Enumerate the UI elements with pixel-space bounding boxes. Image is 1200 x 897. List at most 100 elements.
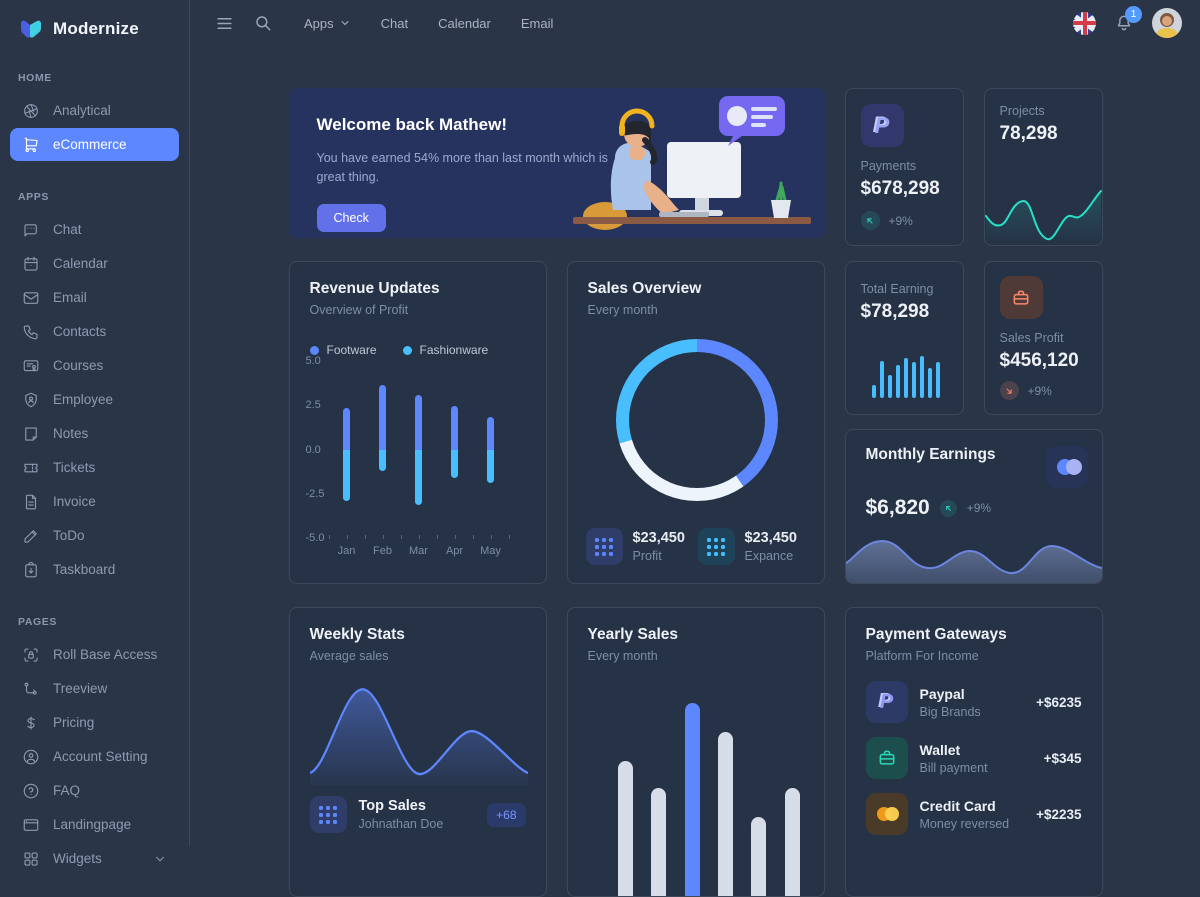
shield-user-icon — [22, 391, 40, 409]
total-earning-sparkline — [871, 354, 940, 398]
sidebar-item-ecommerce[interactable]: eCommerce — [10, 128, 179, 161]
chat-icon — [22, 221, 40, 239]
sidebar-item-analytical[interactable]: Analytical — [10, 94, 179, 127]
sidebar-item-calendar[interactable]: Calendar — [10, 247, 179, 280]
x-axis-tick — [364, 535, 366, 539]
payment-gateways-subtitle: Platform For Income — [865, 649, 979, 663]
topbar-link-chat[interactable]: Chat — [371, 10, 418, 37]
revenue-bar-footware — [379, 384, 386, 450]
sales-profit-label: Sales Profit — [999, 331, 1064, 345]
trend-up-icon — [939, 499, 957, 517]
gateway-name: Wallet — [919, 741, 961, 758]
grid-dots-icon — [697, 528, 735, 565]
sidebar-item-label: Analytical — [53, 103, 111, 118]
monthly-earnings-title: Monthly Earnings — [865, 446, 996, 463]
sidebar-item-label: Treeview — [53, 681, 108, 696]
yearly-sales-bar — [650, 787, 666, 896]
sparkline-bar — [871, 385, 876, 398]
top-mini-cards: P Payments $678,298 +9% Projects 78,298 — [844, 88, 1103, 246]
x-axis-tick — [346, 535, 348, 539]
legend-dot-icon — [309, 345, 319, 355]
gateway-amount: +$345 — [1043, 750, 1082, 766]
main-content: Welcome back Mathew! You have earned 54%… — [191, 46, 1200, 897]
branch-icon — [22, 680, 40, 698]
revenue-bar-footware — [343, 407, 350, 450]
sidebar-item-label: Courses — [53, 358, 104, 373]
sidebar-item-tickets[interactable]: Tickets — [10, 451, 179, 484]
sales-stat-profit: $23,450 Profit — [585, 528, 698, 565]
yearly-sales-chart — [568, 608, 824, 896]
revenue-title: Revenue Updates — [309, 280, 440, 297]
y-axis-tick-label: 5.0 — [305, 355, 321, 367]
menu-icon[interactable] — [209, 8, 240, 39]
sidebar-item-faq[interactable]: FAQ — [10, 774, 179, 807]
sidebar-item-label: Roll Base Access — [53, 647, 158, 662]
sidebar-item-roll-base-access[interactable]: Roll Base Access — [10, 638, 179, 671]
user-avatar[interactable] — [1152, 8, 1182, 38]
file-icon — [22, 493, 40, 511]
sidebar-item-label: Email — [53, 290, 87, 305]
x-axis-tick-label: Jan — [337, 545, 356, 557]
sidebar-item-email[interactable]: Email — [10, 281, 179, 314]
topbar-link-apps[interactable]: Apps — [294, 10, 361, 37]
x-axis-tick — [472, 535, 474, 539]
credit-card-icon — [865, 793, 908, 835]
sidebar-item-taskboard[interactable]: Taskboard — [10, 553, 179, 586]
yearly-sales-bar — [617, 760, 633, 896]
payment-gateways-card: Payment Gateways Platform For Income P Pa… — [844, 607, 1103, 897]
y-axis-tick-label: -5.0 — [305, 532, 325, 544]
sidebar-item-notes[interactable]: Notes — [10, 417, 179, 450]
sparkline-bar — [911, 362, 916, 398]
sidebar-item-account-setting[interactable]: Account Setting — [10, 740, 179, 773]
grid-dots-icon — [309, 796, 347, 833]
sales-stat-label: Expance — [744, 549, 794, 563]
note-icon — [22, 425, 40, 443]
search-icon[interactable] — [248, 8, 278, 38]
gateway-desc: Money reversed — [919, 816, 1010, 831]
total-earning-label: Total Earning — [860, 282, 934, 296]
legend-item-footware: Footware — [309, 343, 377, 357]
phone-icon — [22, 323, 40, 341]
yearly-sales-title: Yearly Sales — [587, 626, 679, 643]
sparkline-bar — [935, 362, 940, 398]
total-earning-value: $78,298 — [860, 301, 930, 322]
sidebar-item-todo[interactable]: ToDo — [10, 519, 179, 552]
user-circle-icon — [22, 748, 40, 766]
sidebar-item-courses[interactable]: Courses — [10, 349, 179, 382]
topbar: Apps Chat Calendar Email 1 — [191, 0, 1200, 46]
yearly-sales-card: Yearly Sales Every month — [566, 607, 825, 897]
sparkline-bar — [895, 365, 900, 398]
gateway-desc: Bill payment — [919, 760, 988, 775]
brand-logo[interactable]: Modernize — [8, 12, 181, 42]
sidebar-item-treeview[interactable]: Treeview — [10, 672, 179, 705]
trend-down-icon — [999, 381, 1019, 400]
sidebar-item-landingpage[interactable]: Landingpage — [10, 808, 179, 841]
x-axis-tick-label: Apr — [445, 545, 464, 557]
language-flag-icon[interactable] — [1073, 11, 1096, 35]
sparkline-bar — [887, 375, 892, 398]
payment-gateways-list: P Paypal Big Brands +$6235 Wallet Bill paymen… — [865, 681, 1082, 835]
revenue-updates-card: Revenue Updates Overview of Profit Footw… — [288, 261, 547, 584]
sales-overview-card: Sales Overview Every month $23,450 Profit… — [566, 261, 825, 584]
topbar-link-email[interactable]: Email — [511, 10, 564, 37]
sidebar-item-pricing[interactable]: Pricing — [10, 706, 179, 739]
welcome-title: Welcome back Mathew! — [316, 115, 508, 134]
sidebar-item-employee[interactable]: Employee — [10, 383, 179, 416]
sidebar-item-invoice[interactable]: Invoice — [10, 485, 179, 518]
sidebar-item-label: Taskboard — [53, 562, 116, 577]
sidebar-item-chat[interactable]: Chat — [10, 213, 179, 246]
sidebar-item-label: Chat — [53, 222, 82, 237]
top-sales-row: Top Sales Johnathan Doe +68 — [309, 796, 526, 833]
check-button[interactable]: Check — [316, 203, 386, 232]
sidebar-item-contacts[interactable]: Contacts — [10, 315, 179, 348]
nav-section-label-apps: APPS — [18, 191, 49, 203]
notifications-bell-icon[interactable]: 1 — [1114, 6, 1142, 33]
dollar-icon — [22, 714, 40, 732]
weekly-stats-chart — [309, 688, 528, 785]
x-axis-tick — [328, 535, 330, 539]
yearly-sales-bar — [684, 703, 700, 896]
revenue-chart: 5.0 2.5 0.0 -2.5 -5.0 Jan Feb Mar Apr May — [306, 355, 528, 557]
revenue-bar-fashionware — [487, 450, 494, 484]
sparkline-bar — [903, 358, 908, 398]
topbar-link-calendar[interactable]: Calendar — [428, 10, 501, 37]
